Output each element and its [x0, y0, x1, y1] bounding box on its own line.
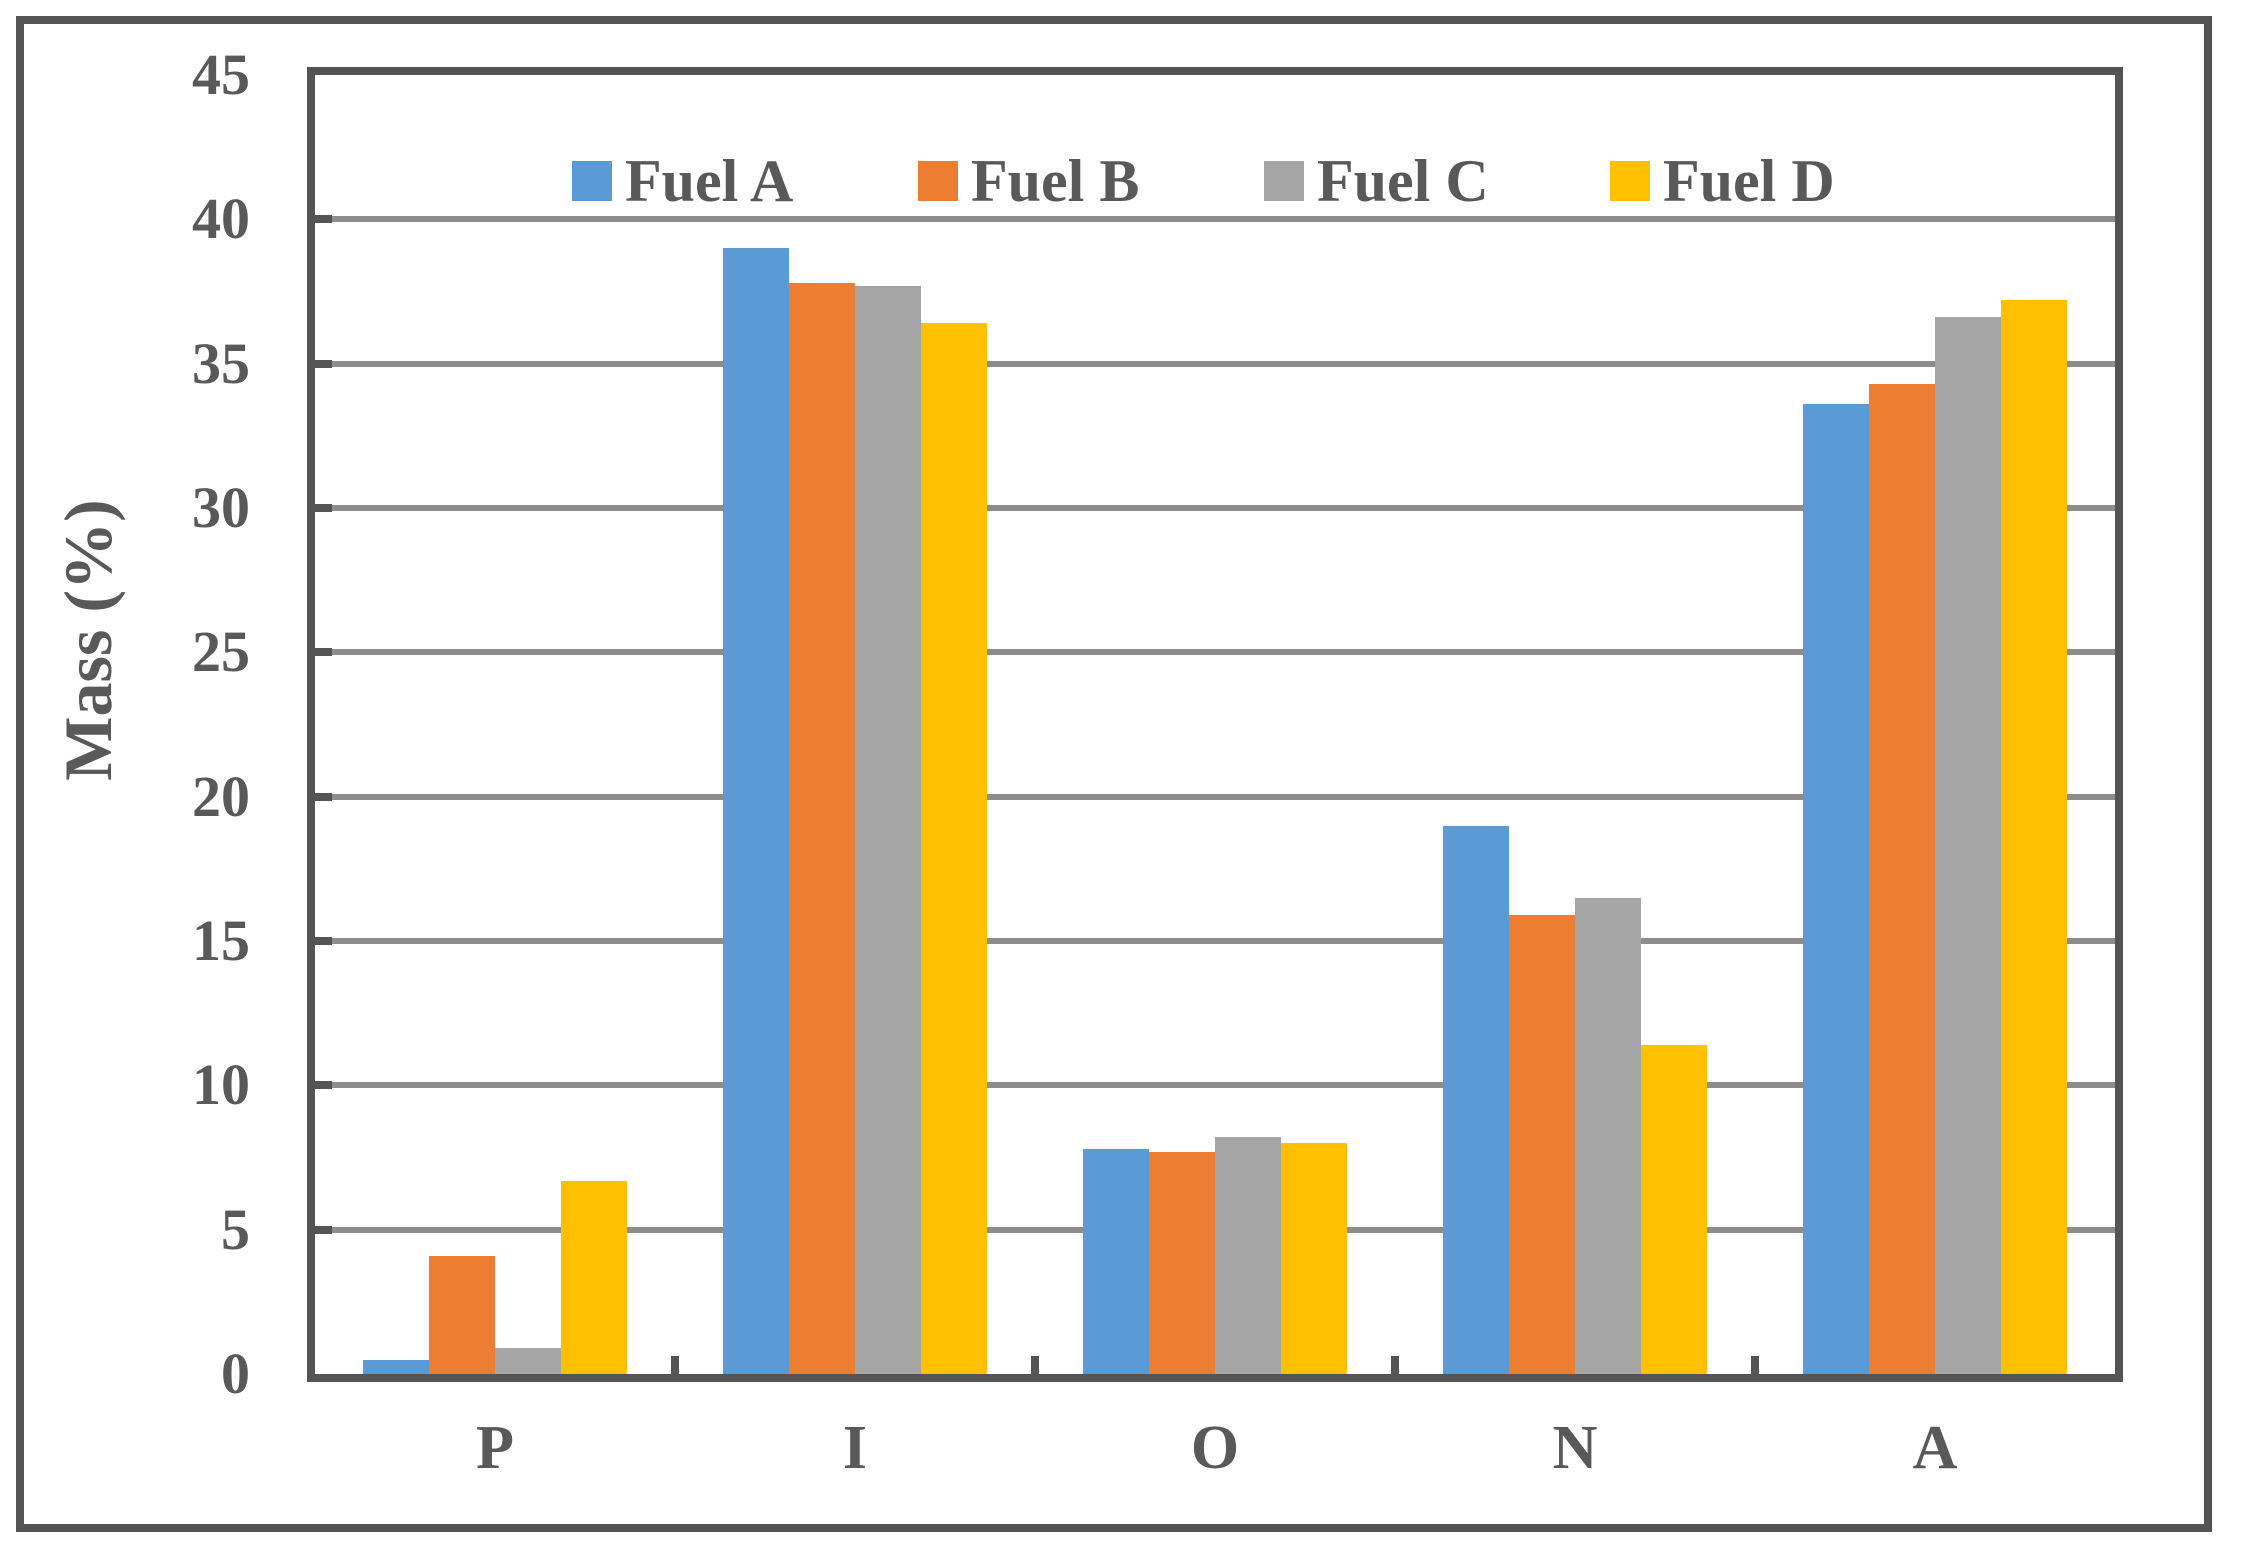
bar-fuel-c-i	[855, 285, 921, 1374]
legend-label: Fuel C	[1317, 148, 1489, 214]
bar-fuel-c-a	[1935, 317, 2001, 1374]
gridline-20	[315, 793, 2115, 800]
legend-swatch-icon	[572, 161, 612, 201]
bar-fuel-c-n	[1575, 897, 1641, 1374]
bar-fuel-b-i	[789, 282, 855, 1374]
x-tick-label-n: N	[1552, 1414, 1598, 1482]
legend-swatch-icon	[918, 161, 958, 201]
gridline-35	[315, 360, 2115, 367]
y-axis-tick	[315, 215, 332, 224]
gridline-10	[315, 1082, 2115, 1089]
bar-fuel-d-o	[1281, 1143, 1347, 1374]
x-axis-tick	[671, 1356, 679, 1374]
y-tick-label-35: 35	[192, 330, 250, 396]
y-axis-tick	[315, 1081, 332, 1090]
bar-fuel-d-p	[561, 1180, 627, 1374]
legend-swatch-icon	[1610, 161, 1650, 201]
legend-item-fuel-c: Fuel C	[1264, 148, 1489, 214]
figure-border	[16, 16, 2212, 1532]
y-tick-label-10: 10	[192, 1052, 250, 1118]
legend-label: Fuel D	[1663, 148, 1835, 214]
bar-fuel-a-i	[723, 248, 789, 1374]
bar-fuel-b-n	[1509, 915, 1575, 1374]
y-tick-label-0: 0	[221, 1341, 250, 1406]
legend-swatch-icon	[1264, 161, 1304, 201]
y-axis-tick	[315, 1225, 332, 1234]
legend-item-fuel-b: Fuel B	[918, 148, 1140, 214]
x-axis-tick	[1031, 1356, 1039, 1374]
bar-fuel-d-a	[2001, 300, 2067, 1374]
y-tick-label-15: 15	[192, 908, 250, 973]
bar-fuel-c-p	[495, 1348, 561, 1374]
y-axis-tick	[315, 937, 332, 945]
bar-fuel-a-p	[363, 1359, 429, 1374]
bar-fuel-a-a	[1803, 404, 1869, 1374]
y-tick-label-30: 30	[192, 475, 250, 540]
bar-fuel-d-i	[921, 323, 987, 1374]
bar-fuel-a-n	[1443, 825, 1509, 1374]
x-tick-label-p: P	[476, 1414, 514, 1482]
bar-fuel-c-o	[1215, 1137, 1281, 1374]
y-axis-tick	[315, 359, 332, 368]
bar-fuel-a-o	[1083, 1148, 1149, 1374]
x-tick-label-a: A	[1912, 1414, 1958, 1482]
bar-fuel-b-p	[429, 1255, 495, 1374]
y-tick-label-5: 5	[221, 1196, 250, 1262]
legend-label: Fuel A	[625, 148, 794, 214]
gridline-15	[315, 938, 2115, 944]
y-tick-label-20: 20	[192, 763, 250, 829]
y-tick-label-40: 40	[192, 186, 250, 252]
legend-item-fuel-d: Fuel D	[1610, 148, 1835, 214]
gridline-30	[315, 505, 2115, 511]
plot-area	[307, 67, 2123, 1382]
y-axis-tick	[315, 648, 332, 657]
y-axis-tick	[315, 792, 332, 801]
bar-fuel-d-n	[1641, 1044, 1707, 1374]
legend-label: Fuel B	[971, 148, 1140, 214]
x-axis-tick	[1391, 1356, 1399, 1374]
y-axis-tick	[315, 504, 332, 512]
x-axis-tick	[1751, 1356, 1759, 1374]
y-tick-label-25: 25	[192, 619, 250, 685]
gridline-40	[315, 216, 2115, 223]
bar-fuel-b-o	[1149, 1151, 1215, 1374]
gridline-25	[315, 649, 2115, 656]
legend-item-fuel-a: Fuel A	[572, 148, 794, 214]
bar-fuel-b-a	[1869, 383, 1935, 1374]
y-tick-label-45: 45	[192, 42, 250, 107]
x-tick-label-i: I	[842, 1414, 868, 1482]
x-tick-label-o: O	[1190, 1414, 1240, 1482]
